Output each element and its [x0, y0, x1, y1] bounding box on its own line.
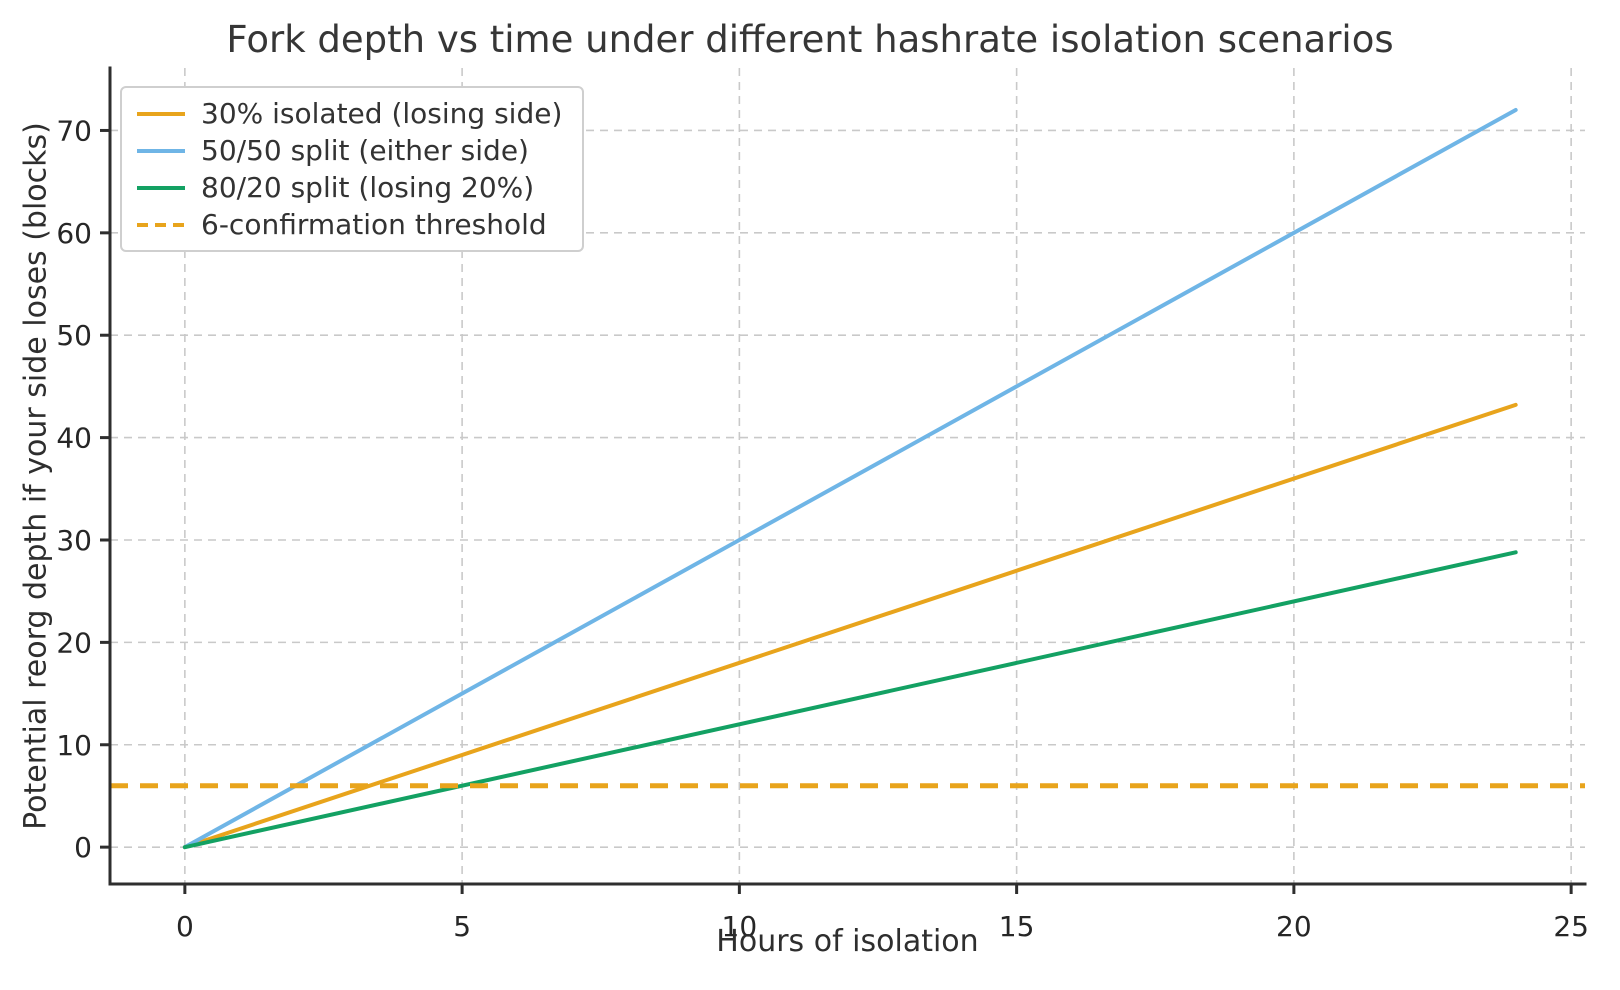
legend-item-30-isolated-losing-side: 30% isolated (losing side) [136, 95, 562, 132]
chart-title: Fork depth vs time under different hashr… [226, 18, 1394, 61]
legend-line-sample [137, 222, 185, 227]
legend-label: 30% isolated (losing side) [201, 97, 563, 130]
y-tick-label: 40 [56, 422, 92, 455]
x-axis-label: Hours of isolation [716, 924, 979, 959]
legend-item-6-confirmation-threshold: 6-confirmation threshold [136, 206, 562, 243]
legend-label: 6-confirmation threshold [201, 208, 547, 241]
y-tick-label: 0 [74, 831, 92, 864]
series-line-50-50-split-either-side [182, 107, 1518, 850]
x-tick-label: 15 [999, 910, 1035, 943]
y-tick-label: 20 [56, 626, 92, 659]
x-tick-label: 25 [1553, 910, 1589, 943]
legend-line-sample [137, 111, 185, 116]
y-tick-label: 60 [56, 217, 92, 250]
x-tick-label: 10 [722, 910, 758, 943]
legend-item-80-20-split-losing-20: 80/20 split (losing 20%) [136, 169, 562, 206]
legend-line-sample [137, 148, 185, 153]
x-tick-label: 20 [1276, 910, 1312, 943]
y-axis-label: Potential reorg depth if your side loses… [18, 122, 54, 830]
legend-item-50-50-split-either-side: 50/50 split (either side) [136, 132, 562, 169]
legend-label: 50/50 split (either side) [201, 134, 529, 167]
series-line-30-isolated-losing-side [182, 402, 1518, 850]
y-tick-label: 50 [56, 319, 92, 352]
legend-label: 80/20 split (losing 20%) [201, 171, 535, 204]
legend: 30% isolated (losing side) 50/50 split (e… [120, 86, 585, 252]
y-tick-label: 70 [56, 114, 92, 147]
legend-line-sample [137, 185, 185, 190]
x-tick-label: 0 [176, 910, 194, 943]
y-tick-label: 30 [56, 524, 92, 557]
series-line-80-20-split-losing-20 [182, 550, 1518, 850]
x-tick-label: 5 [453, 910, 471, 943]
y-tick-label: 10 [56, 729, 92, 762]
